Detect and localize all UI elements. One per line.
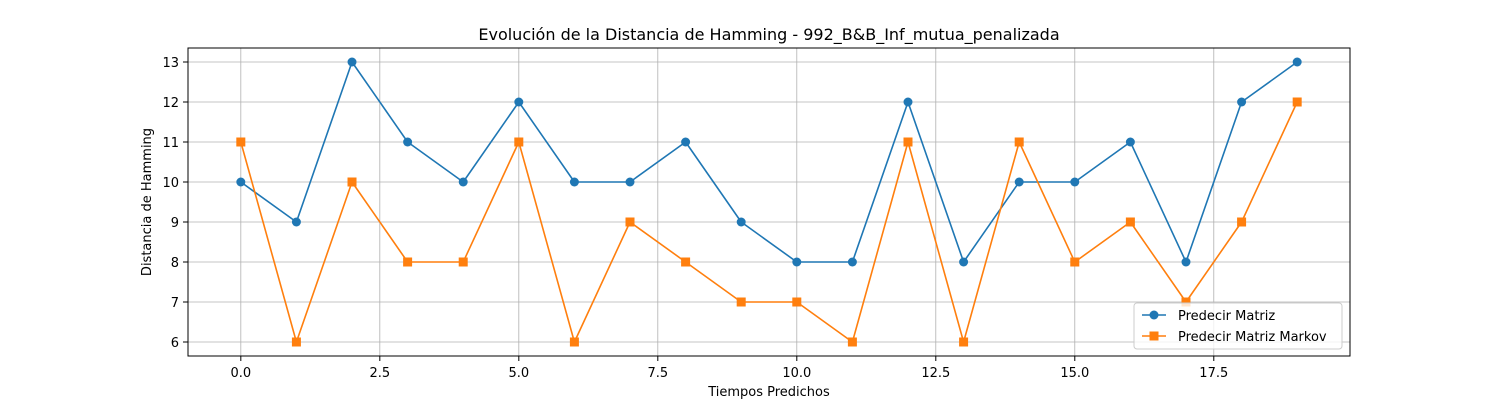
data-point-predecir-matriz [792, 257, 802, 267]
legend-box [1133, 302, 1343, 350]
x-tick-label: 10.0 [782, 366, 811, 381]
x-tick-label: 0.0 [230, 366, 251, 381]
y-tick-label: 10 [162, 176, 179, 191]
data-point-predecir-matriz-markov [458, 257, 468, 267]
y-tick-label: 11 [162, 136, 179, 151]
data-point-predecir-matriz-markov [1181, 297, 1191, 307]
data-point-predecir-matriz-markov [514, 137, 524, 147]
x-axis-label: Tiempos Predichos [707, 385, 830, 400]
data-point-predecir-matriz [959, 257, 969, 267]
series-line-predecir-matriz [240, 61, 1298, 263]
data-point-predecir-matriz [347, 57, 357, 67]
legend-marker-predecir-matriz-markov [1149, 331, 1159, 341]
plot-frame [187, 47, 1351, 357]
data-point-predecir-matriz [569, 177, 579, 187]
legend-marker-predecir-matriz [1149, 310, 1159, 320]
data-point-predecir-matriz [736, 217, 746, 227]
data-point-predecir-matriz-markov [681, 257, 691, 267]
data-point-predecir-matriz [1014, 177, 1024, 187]
data-point-predecir-matriz [403, 137, 413, 147]
data-point-predecir-matriz [1181, 257, 1191, 267]
data-point-predecir-matriz-markov [1014, 137, 1024, 147]
data-point-predecir-matriz [1292, 57, 1302, 67]
data-point-predecir-matriz [236, 177, 246, 187]
series-predecir-matriz-markov [236, 97, 1302, 347]
data-point-predecir-matriz [458, 177, 468, 187]
x-tick-label: 12.5 [921, 366, 950, 381]
series-predecir-matriz [236, 57, 1302, 267]
data-point-predecir-matriz-markov [625, 217, 635, 227]
legend-label-predecir-matriz-markov: Predecir Matriz Markov [1178, 330, 1327, 345]
data-point-predecir-matriz [681, 137, 691, 147]
data-point-predecir-matriz-markov [792, 297, 802, 307]
series-line-predecir-matriz-markov [240, 101, 1298, 343]
legend: Predecir Matriz Predecir Matriz Markov [1133, 302, 1343, 350]
y-tick-label: 8 [171, 256, 179, 271]
y-axis-label: Distancia de Hamming [140, 128, 155, 276]
data-point-predecir-matriz [1125, 137, 1135, 147]
data-point-predecir-matriz-markov [1070, 257, 1080, 267]
y-tick-label: 6 [171, 336, 179, 351]
data-point-predecir-matriz-markov [236, 137, 246, 147]
data-point-predecir-matriz-markov [847, 337, 857, 347]
y-tick-label: 13 [162, 56, 179, 71]
chart-title: Evolución de la Distancia de Hamming - 9… [478, 25, 1059, 45]
data-point-predecir-matriz-markov [736, 297, 746, 307]
y-tick-label: 7 [171, 296, 179, 311]
data-point-predecir-matriz [903, 97, 913, 107]
data-point-predecir-matriz [291, 217, 301, 227]
data-point-predecir-matriz [1237, 97, 1247, 107]
x-tick-label: 15.0 [1060, 366, 1089, 381]
data-point-predecir-matriz [514, 97, 524, 107]
y-axis-ticks: 6 7 8 9 10 11 12 13 [162, 56, 188, 351]
data-point-predecir-matriz-markov [347, 177, 357, 187]
data-point-predecir-matriz [1070, 177, 1080, 187]
data-point-predecir-matriz-markov [1237, 217, 1247, 227]
data-point-predecir-matriz-markov [903, 137, 913, 147]
data-point-predecir-matriz [847, 257, 857, 267]
y-tick-label: 9 [171, 216, 179, 231]
x-tick-label: 5.0 [508, 366, 529, 381]
data-point-predecir-matriz-markov [403, 257, 413, 267]
data-point-predecir-matriz [625, 177, 635, 187]
data-point-predecir-matriz-markov [1292, 97, 1302, 107]
data-point-predecir-matriz-markov [291, 337, 301, 347]
x-tick-label: 17.5 [1199, 366, 1228, 381]
data-point-predecir-matriz-markov [1125, 217, 1135, 227]
series-layer [236, 57, 1302, 347]
x-axis-ticks: 0.0 2.5 5.0 7.5 10.0 12.5 15.0 17.5 [230, 356, 1228, 381]
x-tick-label: 2.5 [369, 366, 390, 381]
y-tick-label: 12 [162, 96, 179, 111]
data-point-predecir-matriz-markov [569, 337, 579, 347]
legend-label-predecir-matriz: Predecir Matriz [1178, 309, 1275, 324]
x-tick-label: 7.5 [647, 366, 668, 381]
data-point-predecir-matriz-markov [959, 337, 969, 347]
